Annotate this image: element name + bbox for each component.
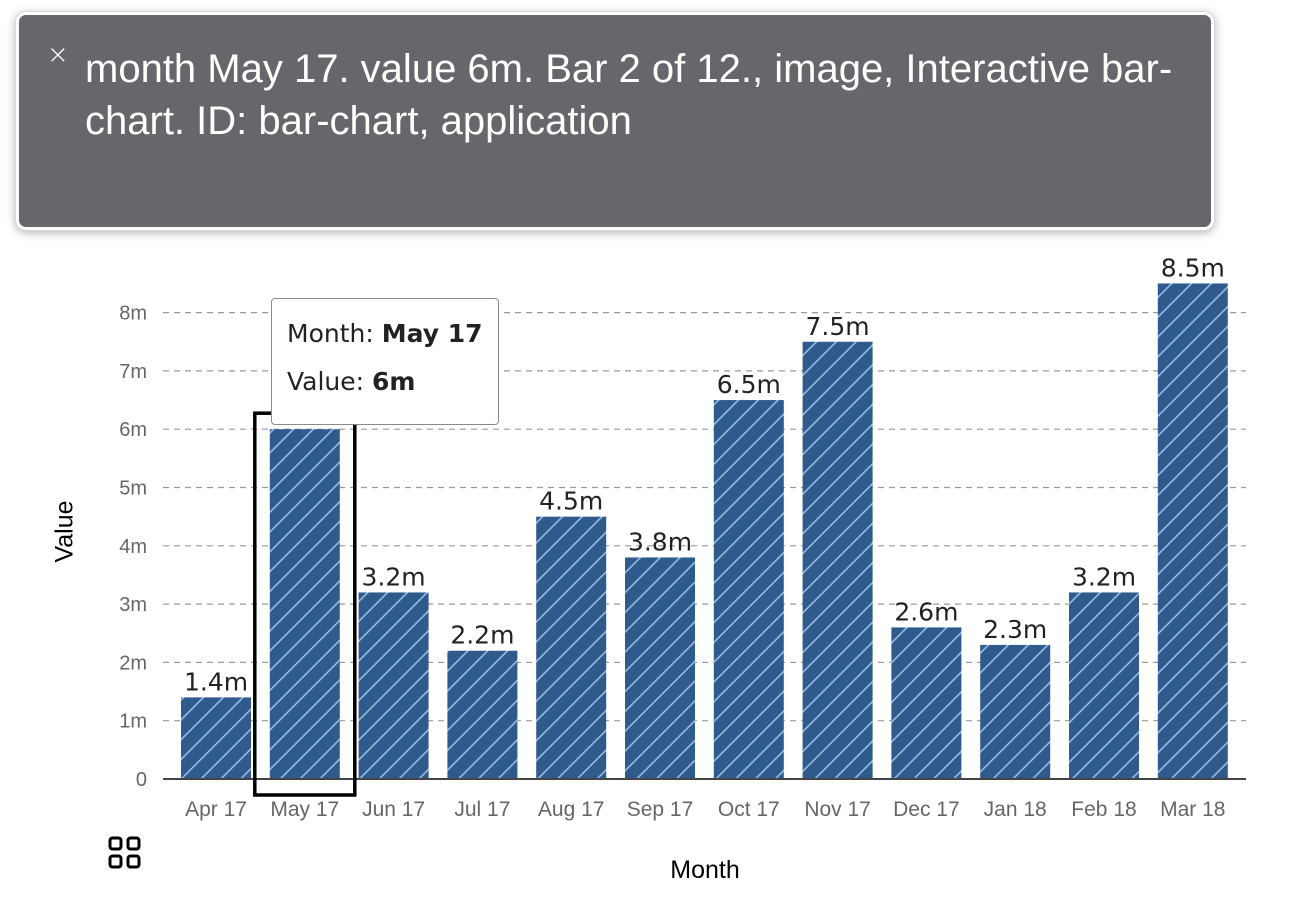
grid-icon[interactable] [108, 836, 142, 870]
chart-tooltip: Month: May 17 Value: 6m [271, 298, 499, 425]
bar[interactable] [980, 644, 1051, 779]
y-tick-label: 5m [119, 478, 147, 500]
bar[interactable] [269, 429, 340, 779]
y-tick-label: 2m [119, 652, 147, 674]
data-label: 3.8m [628, 527, 692, 556]
x-axis-title: Month [670, 856, 740, 884]
x-tick-label: Feb 18 [1071, 798, 1136, 821]
y-tick-label: 1m [119, 711, 147, 733]
data-label: 8.5m [1161, 253, 1225, 282]
data-label: 6.5m [717, 370, 781, 399]
bar[interactable] [536, 516, 607, 779]
x-tick-label: Jul 17 [454, 798, 510, 821]
data-label: 7.5m [806, 312, 870, 341]
bar[interactable] [358, 592, 429, 779]
x-tick-label: Mar 18 [1160, 798, 1225, 821]
tooltip-month-row: Month: May 17 [287, 319, 498, 367]
x-tick-label: Oct 17 [718, 798, 780, 821]
x-tick-label: Jun 17 [362, 798, 425, 821]
y-tick-label: 3m [119, 594, 147, 616]
y-tick-label: 6m [119, 419, 147, 441]
tooltip-month-value: May 17 [381, 319, 483, 348]
y-axis-ticks: 0 1m 2m 3m 4m 5m 6m 7m 8m [119, 303, 147, 791]
y-tick-label: 4m [119, 536, 147, 558]
data-label: 2.3m [983, 615, 1047, 644]
tooltip-value-row: Value: 6m [287, 367, 498, 415]
bar[interactable] [1069, 592, 1139, 779]
screen-reader-panel: × month May 17. value 6m. Bar 2 of 12., … [15, 11, 1215, 231]
data-label: 2.2m [450, 621, 514, 650]
tooltip-value-value: 6m [372, 367, 416, 396]
y-tick-label: 0 [136, 769, 147, 791]
y-axis-title: Value [50, 500, 79, 563]
data-label: 2.6m [894, 597, 958, 626]
x-tick-label: Aug 17 [538, 798, 605, 821]
close-icon[interactable]: × [47, 40, 69, 70]
x-tick-label: Dec 17 [893, 798, 960, 821]
tooltip-month-label: Month: [287, 319, 382, 348]
bar[interactable] [802, 341, 873, 779]
data-label: 4.5m [539, 487, 603, 516]
x-tick-label: May 17 [270, 798, 339, 821]
y-tick-label: 7m [119, 361, 147, 383]
bar[interactable] [713, 400, 784, 779]
screen-reader-text: month May 17. value 6m. Bar 2 of 12., im… [85, 47, 1173, 143]
bar[interactable] [1157, 283, 1228, 779]
y-tick-label: 8m [119, 303, 147, 325]
data-label: 3.2m [1072, 562, 1136, 591]
data-label: 1.4m [184, 667, 248, 696]
x-tick-label: Nov 17 [804, 798, 871, 821]
x-tick-label: Apr 17 [185, 798, 247, 821]
bar[interactable] [447, 650, 518, 779]
x-tick-label: Sep 17 [627, 798, 694, 821]
x-axis-ticks: Apr 17 May 17 Jun 17 Jul 17 Aug 17 Sep 17 Oct … [185, 798, 1225, 821]
x-tick-label: Jan 18 [984, 798, 1047, 821]
bar[interactable] [625, 557, 695, 779]
bars [181, 283, 1228, 779]
data-label: 3.2m [362, 562, 426, 591]
tooltip-value-label: Value: [287, 367, 373, 396]
bar[interactable] [181, 697, 251, 779]
bar[interactable] [891, 627, 962, 779]
